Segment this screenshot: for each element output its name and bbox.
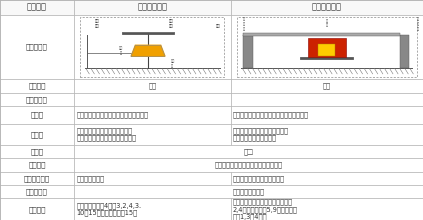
Bar: [237, 17, 417, 77]
Bar: [318, 44, 335, 56]
Text: 适约标准，北京4号线3,2,4,3.
10号15号线，天津标准15号: 适约标准，北京4号线3,2,4,3. 10号15号线，天津标准15号: [76, 202, 141, 216]
Bar: [0, 79, 74, 93]
Bar: [0, 172, 74, 185]
Text: 安全性: 安全性: [30, 112, 44, 118]
Bar: [74, 198, 231, 220]
Text: 底部: 底部: [323, 83, 331, 89]
Text: 受流体位: 受流体位: [28, 83, 46, 89]
Bar: [400, 35, 409, 68]
Bar: [0, 198, 74, 220]
Text: 集
电
轨: 集 电 轨: [242, 18, 244, 31]
Text: 应用案例: 应用案例: [28, 206, 46, 213]
Bar: [80, 17, 224, 77]
Text: 集电
轨: 集电 轨: [171, 60, 176, 68]
Bar: [0, 93, 74, 106]
Text: 受害大气影响小，受感染表面小
导致冻水灰尘腐蚀等危害: 受害大气影响小，受感染表面小 导致冻水灰尘腐蚀等危害: [233, 127, 288, 141]
Text: 绝缘
支撑: 绝缘 支撑: [169, 19, 174, 28]
Bar: [308, 38, 346, 57]
Bar: [231, 93, 423, 106]
Text: 较简单，总本较高，步骤较多: 较简单，总本较高，步骤较多: [233, 175, 285, 182]
Bar: [243, 35, 253, 68]
Text: 受雨雪可以湿润接触面间的口，安全性差: 受雨雪可以湿润接触面间的口，安全性差: [76, 112, 148, 118]
Bar: [231, 172, 423, 185]
Bar: [74, 93, 231, 106]
Bar: [74, 172, 231, 185]
Bar: [74, 185, 423, 198]
Text: 以八一式，前后支架简洁调整较松止端: 以八一式，前后支架简洁调整较松止端: [214, 162, 283, 168]
Bar: [231, 15, 423, 79]
Polygon shape: [131, 45, 165, 56]
Bar: [74, 158, 423, 172]
Bar: [0, 158, 74, 172]
Bar: [231, 198, 423, 220]
Text: 碳
板: 碳 板: [326, 19, 328, 28]
Bar: [0, 106, 74, 124]
Bar: [243, 33, 400, 37]
Bar: [0, 15, 74, 79]
Text: 碳滑
板: 碳滑 板: [118, 46, 123, 55]
Text: 顶部: 顶部: [148, 83, 156, 89]
Bar: [231, 0, 423, 15]
Bar: [0, 145, 74, 158]
Text: 导轨: 导轨: [215, 24, 220, 28]
Bar: [74, 106, 231, 124]
Bar: [231, 106, 423, 124]
Text: 受气温大气等影响大，液态受流
表面受污染，淤积结块解冻影响大: 受气温大气等影响大，液态受流 表面受污染，淤积结块解冻影响大: [76, 127, 136, 141]
Bar: [0, 0, 74, 15]
Text: 上部受流方式: 上部受流方式: [137, 3, 167, 12]
Text: 文知示范图: 文知示范图: [26, 44, 48, 50]
Text: 节省工作量: 节省工作量: [26, 189, 48, 195]
Text: 胫，雨雪可使充电液彻底干燥，安全性较高: 胫，雨雪可使充电液彻底干燥，安全性较高: [233, 112, 309, 118]
Text: 定上面安装形: 定上面安装形: [24, 175, 50, 182]
Text: 结构及零件: 结构及零件: [26, 96, 48, 103]
Text: 经济性: 经济性: [30, 148, 44, 155]
Bar: [0, 124, 74, 145]
Text: 上海机轨线，占次已由，可一规模
2,4号线，深圳自5,9号线，昆明
标准1,3号4号线: 上海机轨线，占次已由，可一规模 2,4号线，深圳自5,9号线，昆明 标准1,3号…: [233, 198, 297, 220]
Bar: [74, 0, 231, 15]
Text: 简单，经济十点: 简单，经济十点: [76, 175, 104, 182]
Text: 下部受流方式: 下部受流方式: [312, 3, 342, 12]
Text: 耐候性: 耐候性: [30, 131, 44, 138]
Text: 比较项目: 比较项目: [27, 3, 47, 12]
Bar: [74, 79, 231, 93]
Text: 连作量小，较流位: 连作量小，较流位: [233, 189, 264, 195]
Bar: [231, 79, 423, 93]
Text: 导电
滑板: 导电 滑板: [95, 19, 100, 28]
Text: 若门安装: 若门安装: [28, 162, 46, 168]
Bar: [74, 124, 231, 145]
Text: 否□: 否□: [243, 148, 254, 155]
Bar: [0, 185, 74, 198]
Bar: [74, 145, 423, 158]
Text: 导
电
轨: 导 电 轨: [417, 18, 419, 31]
Bar: [231, 124, 423, 145]
Bar: [74, 15, 231, 79]
